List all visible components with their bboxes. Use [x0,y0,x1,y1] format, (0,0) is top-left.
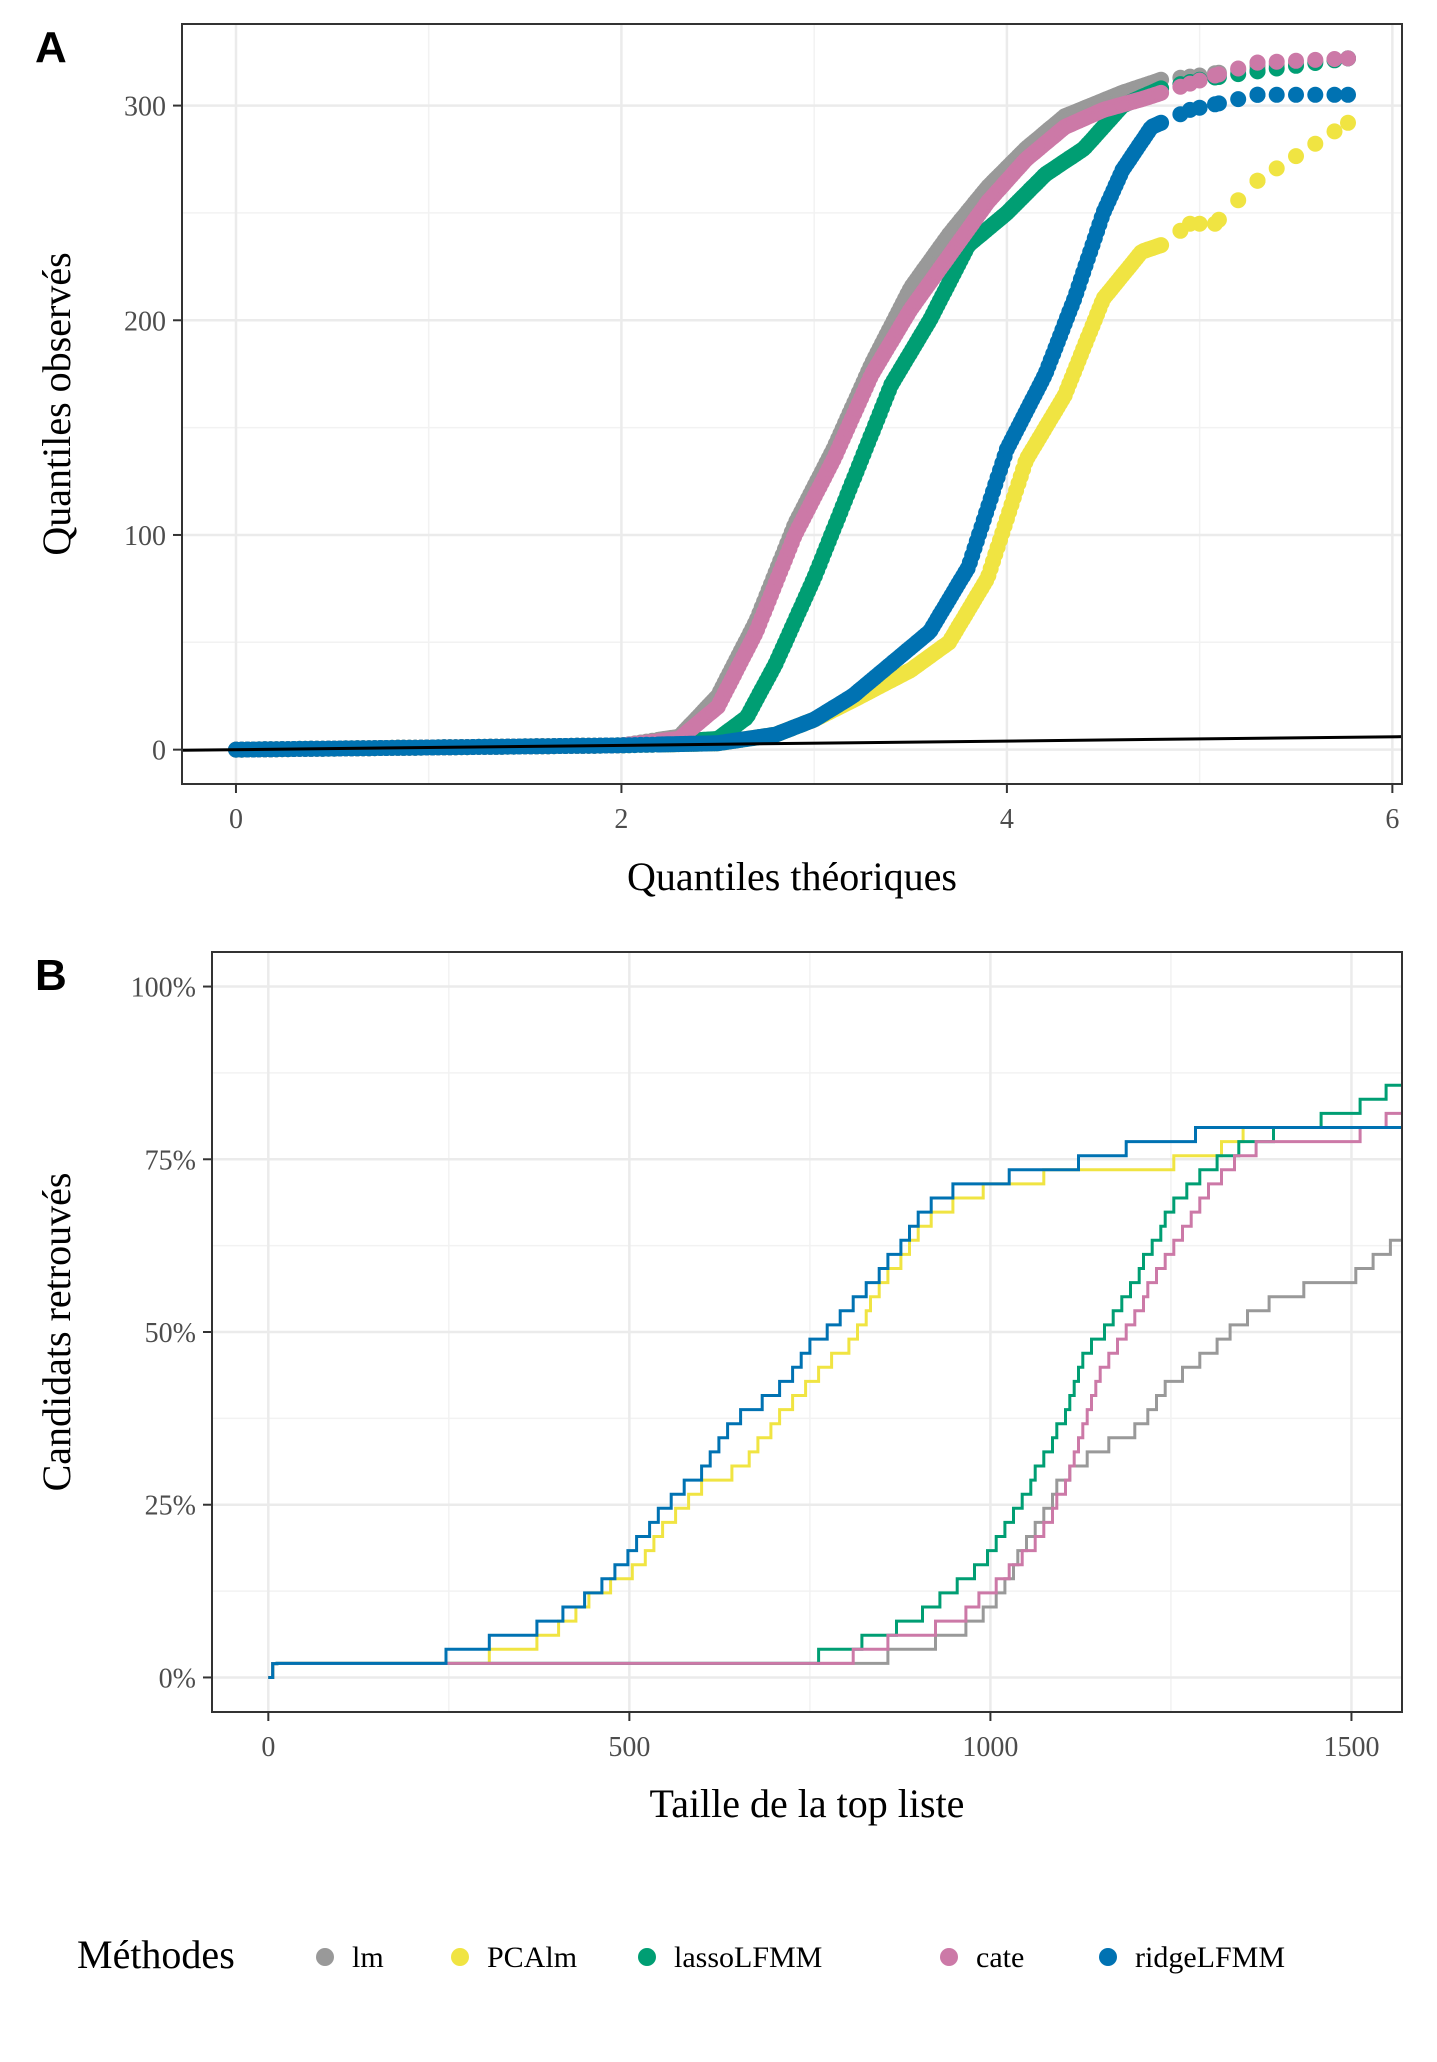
legend-label-ridgeLFMM: ridgeLFMM [1135,1941,1285,1974]
panel-a-point-ridgeLFMM [1182,101,1198,118]
panel-a-point-ridgeLFMM [1268,86,1285,103]
panel-b-line-PCAlm [268,1126,1402,1679]
panel-a-point-PCAlm [1249,172,1266,189]
panel-a-point-ridgeLFMM [1153,114,1170,131]
panel-b-y-tick-label: 0% [159,1663,196,1694]
panel-a-point-PCAlm [1268,160,1285,177]
panel-a-point-PCAlm [1326,123,1343,140]
panel-a-point-ridgeLFMM [1230,91,1247,108]
panel-a-ticks: 0 2 4 6 0 100 200 300 [124,92,1399,835]
legend-key-ridgeLFMM [1099,1948,1117,1966]
panel-a-y-tick-label: 0 [152,736,166,767]
panel-a-x-tick-label: 4 [1000,804,1014,835]
panel-b-line-cate [268,1111,1402,1679]
panel-a-point-PCAlm [1288,148,1304,165]
legend-key-lm [316,1948,334,1966]
panel-b-y-tick-label: 100% [131,973,196,1004]
panel-a-y-axis-title: Quantiles observés [34,252,79,555]
panel-a-point-cate [1182,75,1198,92]
panel-a-point-PCAlm [1153,237,1170,254]
panel-b-line-ridgeLFMM [268,1126,1402,1679]
panel-a-point-cate [1288,52,1304,69]
legend: Méthodes lm PCAlm lassoLFMM cate ridgeLFMM [77,1932,1285,1977]
panel-b-line-lm [268,1238,1402,1679]
panel-a-x-axis-title: Quantiles théoriques [627,854,957,899]
panel-b-y-tick-label: 50% [145,1318,196,1349]
panel-a-y-tick-label: 300 [124,92,166,123]
panel-b-line-lassoLFMM [268,1083,1402,1679]
panel-b-x-tick-label: 1500 [1323,1732,1379,1763]
panel-a-x-tick-label: 6 [1385,804,1399,835]
panel-a-border [181,23,1403,785]
panel-b-y-axis-title: Candidats retrouvés [34,1173,79,1492]
panel-a-point-cate [1249,54,1266,71]
panel-a-point-ridgeLFMM [1340,86,1356,103]
panel-a: 0 2 4 6 0 100 200 300 [124,23,1403,835]
panel-a-point-PCAlm [1230,192,1247,209]
panel-a-point-ridgeLFMM [1326,86,1343,103]
panel-a-point-PCAlm [1207,215,1223,232]
panel-b-x-tick-label: 0 [261,1732,275,1763]
panel-a-point-cate [1268,53,1285,70]
panel-a-y-tick-label: 200 [124,306,166,337]
panel-b-y-tick-label: 25% [145,1491,196,1522]
panel-a-point-PCAlm [1307,135,1324,152]
panel-b-x-tick-label: 1000 [962,1732,1018,1763]
panel-a-point-ridgeLFMM [1207,96,1223,113]
panel-b-label: B [35,951,67,1000]
panel-a-label: A [35,23,67,72]
panel-a-point-cate [1230,60,1247,77]
panel-b-grid [212,952,1402,1712]
panel-a-point-cate [1326,51,1343,67]
panel-a-x-tick-label: 2 [614,804,628,835]
legend-label-PCAlm: PCAlm [487,1941,577,1974]
panel-a-point-ridgeLFMM [1249,86,1266,103]
panel-b: 0 500 1000 1500 0% 25% 50% 75% 100% [131,951,1403,1763]
panel-a-point-cate [1340,50,1356,67]
panel-a-y-tick-label: 100 [124,521,166,552]
panel-a-reference-line [181,735,1403,752]
panel-a-point-cate [1153,84,1170,101]
legend-label-cate: cate [976,1941,1024,1974]
panel-b-y-tick-label: 75% [145,1145,196,1176]
legend-label-lassoLFMM: lassoLFMM [674,1941,822,1974]
legend-key-cate [940,1948,958,1966]
panel-b-x-tick-label: 500 [608,1732,650,1763]
legend-key-lassoLFMM [638,1948,656,1966]
panel-b-ticks: 0 500 1000 1500 0% 25% 50% 75% 100% [131,973,1380,1763]
panel-a-point-PCAlm [1182,215,1198,232]
panel-a-point-ridgeLFMM [1288,86,1304,103]
panel-b-lines [268,1083,1402,1679]
panel-a-point-cate [1207,67,1223,84]
legend-key-PCAlm [451,1948,469,1966]
legend-label-lm: lm [352,1941,384,1974]
panel-b-x-axis-title: Taille de la top liste [650,1781,965,1826]
panel-a-point-ridgeLFMM [1307,86,1324,103]
panel-a-point-PCAlm [1340,114,1356,131]
panel-a-point-cate [1307,51,1324,68]
panel-a-points [228,50,1356,758]
legend-title: Méthodes [77,1932,235,1977]
panel-a-background [182,24,1402,784]
panel-a-x-tick-label: 0 [229,804,243,835]
